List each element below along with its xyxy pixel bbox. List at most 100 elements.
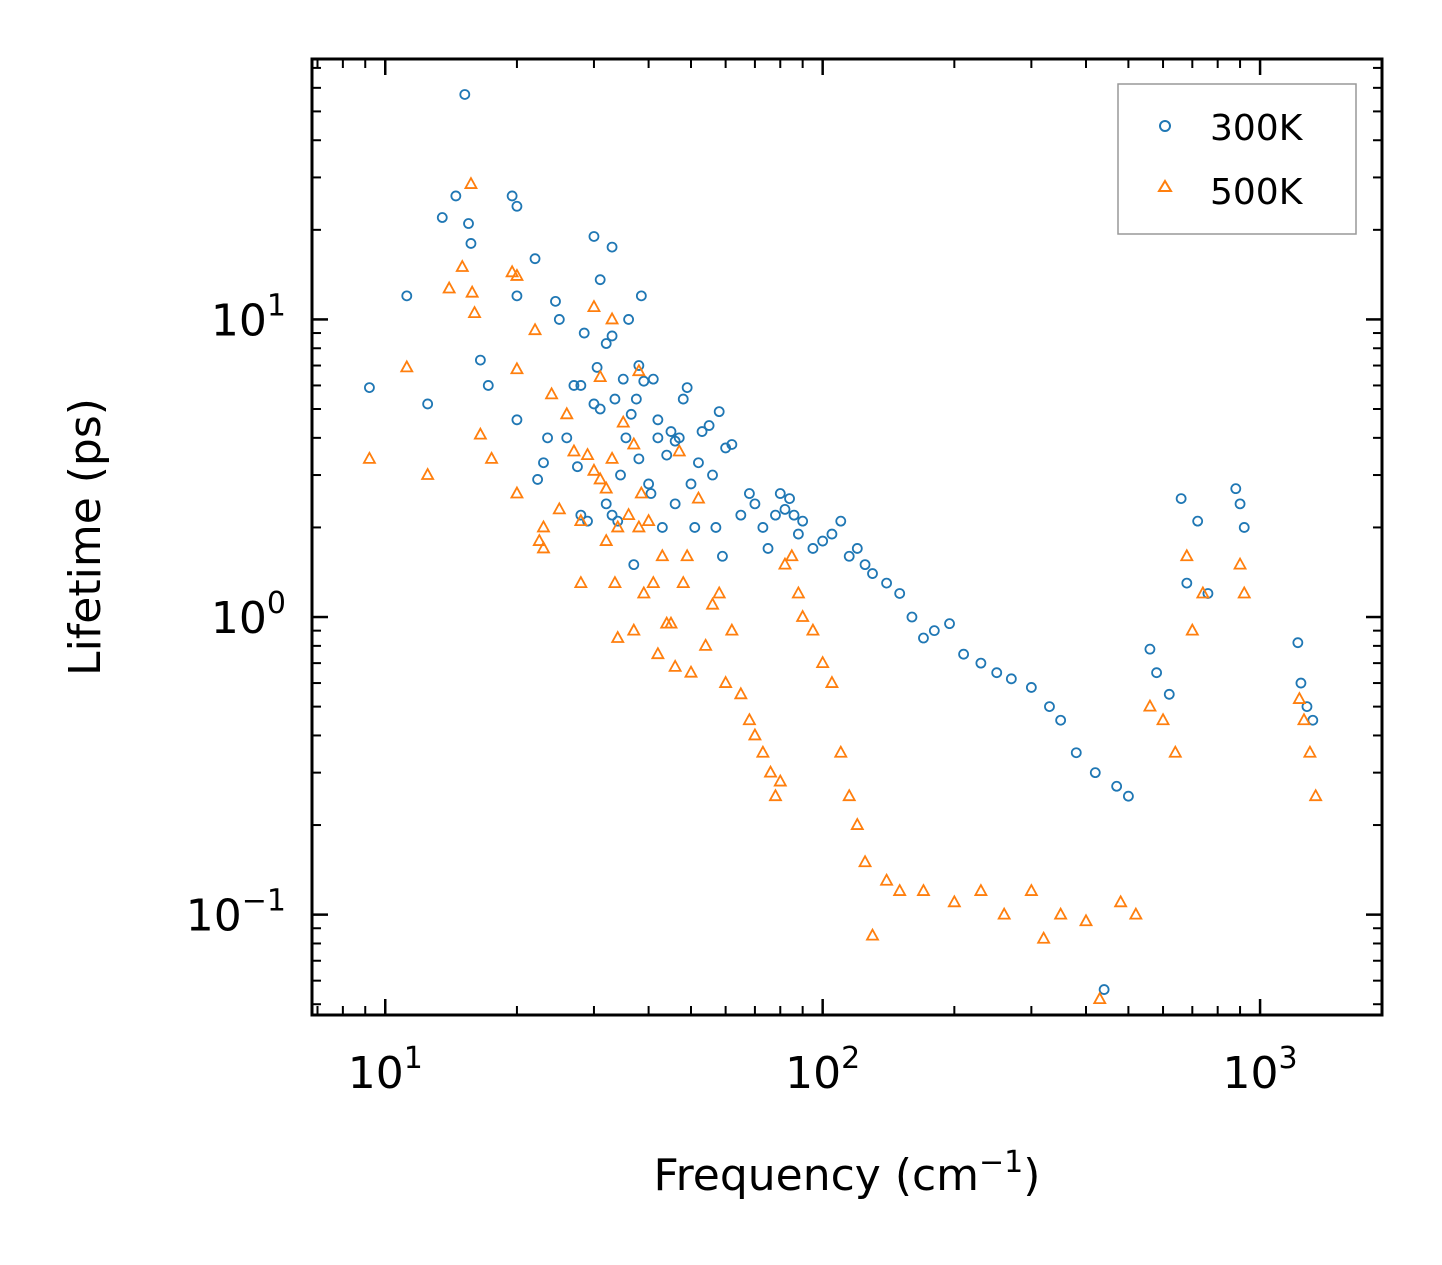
point-500K [641, 513, 656, 527]
point-500K [784, 548, 799, 562]
point-300K [710, 522, 722, 533]
point-500K [1308, 788, 1323, 802]
point-300K [529, 253, 541, 265]
point-300K [906, 611, 918, 623]
point-300K [600, 338, 612, 349]
point-300K [792, 528, 804, 540]
point-300K [918, 632, 929, 644]
point-500K [631, 519, 646, 533]
point-500K [399, 359, 414, 373]
point-500K [680, 548, 695, 562]
point-500K [607, 575, 622, 589]
point-500K [663, 615, 679, 629]
point-300K [511, 290, 523, 302]
x-tick-label: 102 [785, 1041, 860, 1099]
point-300K [578, 327, 590, 339]
point-500K [1233, 556, 1248, 570]
point-500K [755, 744, 770, 758]
point-500K [650, 646, 665, 660]
point-300K [707, 469, 718, 481]
point-300K [867, 568, 878, 579]
point-500K [455, 259, 470, 272]
point-300K [630, 393, 642, 405]
point-300K [635, 290, 647, 302]
point-500K [805, 622, 820, 636]
point-300K [364, 382, 375, 394]
point-300K [594, 274, 606, 286]
point-500K [552, 501, 567, 515]
point-500K [566, 443, 581, 457]
point-300K [788, 509, 800, 521]
point-500K [616, 414, 631, 428]
point-300K [617, 373, 629, 385]
x-tick-label: 101 [348, 1041, 423, 1099]
point-500K [824, 675, 839, 688]
legend-marker-500k [1157, 179, 1173, 192]
point-300K [685, 478, 697, 490]
point-300K [606, 241, 618, 253]
point-300K [450, 190, 462, 202]
point-300K [511, 200, 523, 212]
point-500K [621, 507, 636, 521]
point-500K [593, 471, 608, 485]
point-300K [665, 426, 677, 437]
point-500K [610, 630, 625, 643]
point-300K [696, 426, 708, 437]
point-500K [536, 519, 551, 533]
point-500K [815, 655, 830, 669]
point-300K [588, 231, 600, 242]
point-500K [473, 426, 488, 440]
point-500K [362, 450, 377, 464]
point-300K [633, 453, 645, 465]
point-300K [826, 528, 838, 540]
point-500K [420, 467, 435, 480]
point-300K [735, 509, 747, 521]
point-300K [835, 515, 847, 527]
point-500K [580, 447, 595, 461]
point-500K [1113, 894, 1128, 908]
point-500K [528, 322, 543, 336]
point-300K [532, 474, 544, 485]
point-500K [599, 480, 614, 494]
point-500K [865, 927, 880, 941]
point-300K [881, 577, 892, 589]
point-300K [465, 238, 477, 249]
legend-label-300k: 300K [1210, 108, 1304, 149]
point-300K [1151, 667, 1162, 679]
point-500K [509, 361, 524, 375]
point-500K [1156, 712, 1171, 726]
point-500K [773, 773, 788, 787]
point-500K [768, 788, 783, 802]
point-500K [791, 585, 806, 599]
point-300K [673, 432, 685, 444]
point-300K [615, 469, 626, 481]
point-500K [795, 609, 810, 622]
point-500K [465, 284, 480, 298]
point-500K [916, 883, 931, 896]
legend: 300K 500K [1117, 83, 1357, 235]
point-500K [505, 264, 520, 278]
point-300K [958, 648, 970, 660]
point-300K [1295, 677, 1307, 689]
point-300K [1005, 673, 1017, 685]
point-500K [1024, 883, 1039, 896]
point-500K [442, 280, 457, 294]
tick-labels: 101 102 103 10−1 100 101 [186, 288, 1298, 1099]
point-300K [749, 498, 761, 510]
point-300K [506, 190, 518, 202]
point-500K [634, 485, 649, 499]
point-300K [606, 509, 618, 521]
point-300K [669, 498, 681, 510]
point-500K [1036, 930, 1051, 944]
point-300K [762, 543, 774, 554]
point-500K [1128, 906, 1143, 920]
point-500K [718, 675, 733, 688]
point-300K [550, 295, 561, 307]
point-300K [542, 432, 553, 444]
point-300K [482, 380, 494, 391]
point-300K [625, 408, 637, 420]
point-500K [705, 596, 720, 610]
y-tick-label: 10−1 [186, 884, 286, 942]
point-500K [509, 268, 524, 281]
point-300K [689, 522, 701, 533]
